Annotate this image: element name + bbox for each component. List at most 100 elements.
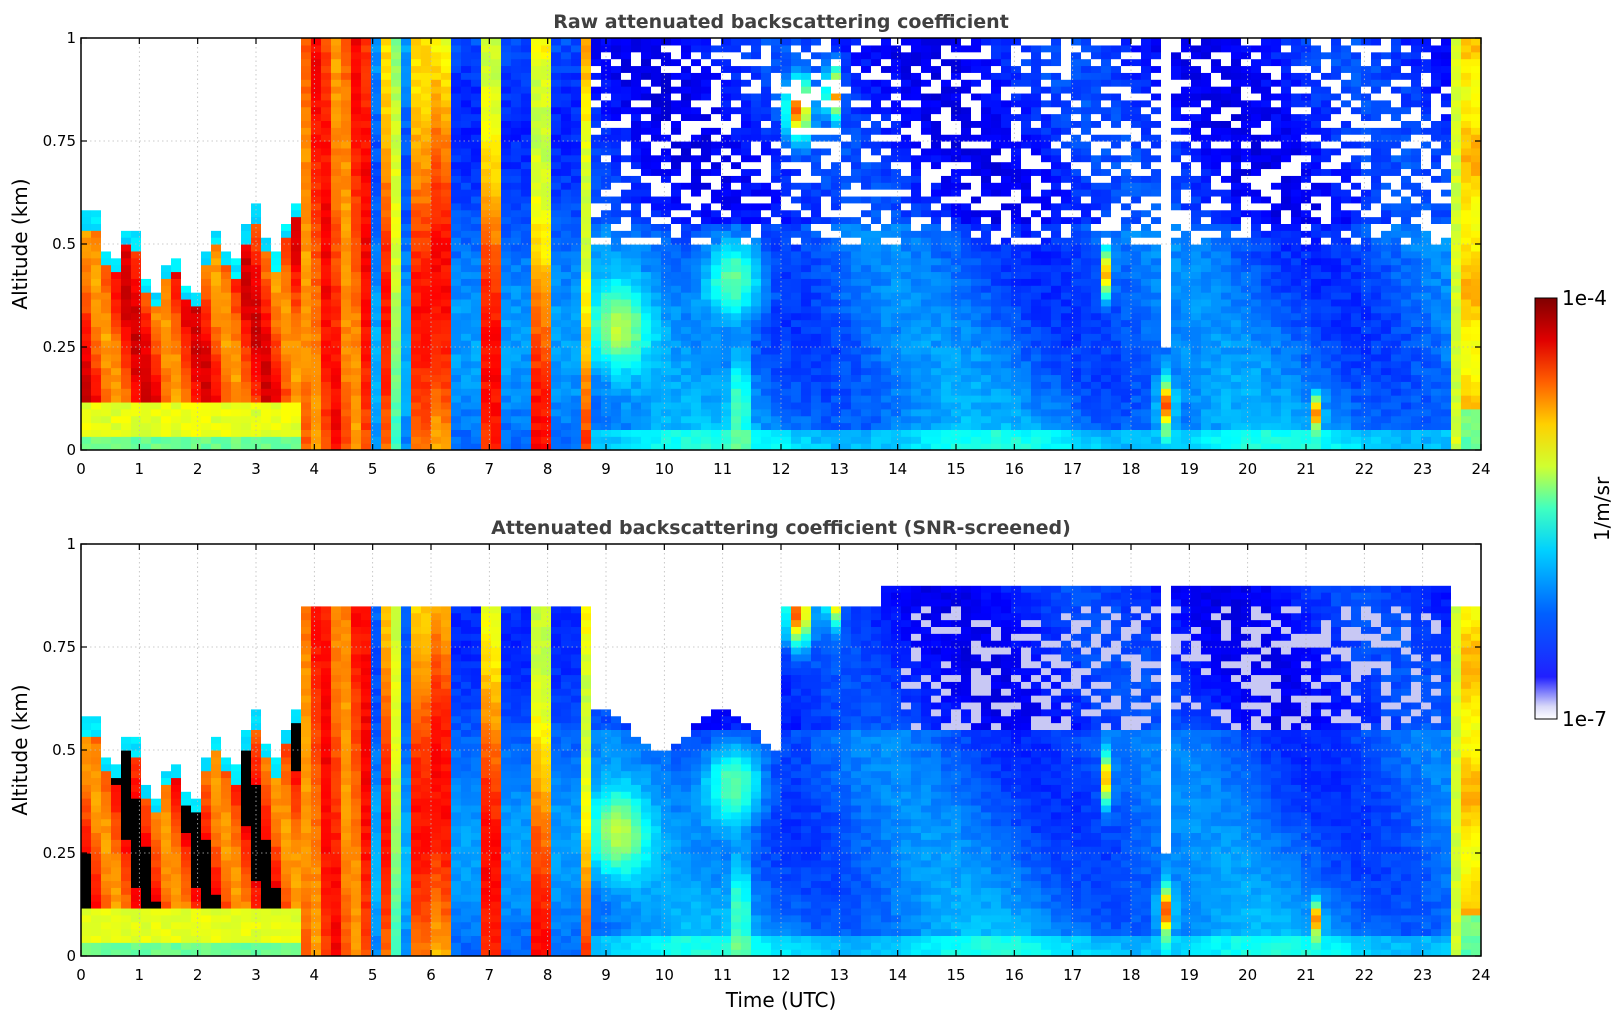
heatmap-cell [701, 182, 712, 190]
heatmap-cell [351, 436, 362, 444]
heatmap-cell [671, 422, 682, 430]
heatmap-cell [441, 86, 452, 94]
heatmap-cell [441, 353, 452, 362]
heatmap-cell [121, 161, 132, 170]
heatmap-cell [81, 195, 92, 204]
heatmap-cell [331, 92, 342, 101]
heatmap-cell [761, 175, 772, 183]
heatmap-cell [581, 154, 592, 163]
heatmap-cell [491, 58, 502, 67]
heatmap-cell [561, 120, 572, 128]
heatmap-cell [431, 250, 442, 259]
heatmap-cell [281, 79, 292, 87]
heatmap-cell [661, 120, 672, 128]
heatmap-cell [311, 92, 322, 101]
heatmap-cell [251, 340, 262, 348]
heatmap-cell [901, 422, 912, 430]
heatmap-cell [821, 326, 832, 334]
heatmap-cell [191, 168, 202, 176]
heatmap-cell [721, 79, 732, 87]
heatmap-cell [641, 340, 652, 348]
heatmap-cell [881, 79, 892, 87]
heatmap-cell [471, 278, 482, 286]
heatmap-cell [521, 319, 532, 327]
heatmap-cell [771, 202, 782, 211]
heatmap-cell [121, 44, 132, 53]
heatmap-cell [841, 168, 852, 176]
heatmap-cell [381, 99, 392, 108]
heatmap-cell [311, 106, 322, 115]
heatmap-cell [191, 58, 202, 67]
heatmap-cell [891, 415, 902, 424]
heatmap-cell [361, 422, 372, 430]
heatmap-cell [761, 58, 772, 67]
heatmap-cell [481, 216, 492, 224]
heatmap-cell [741, 285, 752, 293]
heatmap-cell [411, 230, 422, 238]
heatmap-cell [181, 333, 192, 341]
heatmap-cell [321, 381, 332, 389]
heatmap-cell [351, 106, 362, 115]
heatmap-cell [701, 312, 712, 321]
heatmap-cell [561, 292, 572, 300]
heatmap-cell [121, 65, 132, 73]
heatmap-cell [251, 141, 262, 149]
heatmap-cell [151, 271, 162, 279]
heatmap-cell [791, 388, 802, 396]
heatmap-cell [471, 154, 482, 163]
heatmap-cell [391, 120, 402, 128]
heatmap-cell [531, 257, 542, 266]
heatmap-cell [261, 168, 272, 176]
heatmap-cell [591, 374, 602, 382]
heatmap-cell [591, 278, 602, 286]
heatmap-cell [711, 278, 722, 286]
heatmap-cell [601, 347, 612, 355]
heatmap-cell [121, 99, 132, 108]
heatmap-cell [171, 65, 182, 73]
heatmap-cell [301, 305, 312, 314]
heatmap-cell [511, 113, 522, 121]
heatmap-cell [161, 92, 172, 101]
heatmap-cell [381, 134, 392, 142]
heatmap-cell [371, 436, 382, 444]
heatmap-cell [511, 58, 522, 67]
heatmap-cell [411, 99, 422, 108]
heatmap-cell [441, 422, 452, 430]
heatmap-cell [751, 147, 762, 156]
heatmap-cell [471, 292, 482, 300]
heatmap-cell [491, 134, 502, 142]
heatmap-cell [321, 154, 332, 163]
heatmap-cell [661, 367, 672, 376]
heatmap-cell [361, 127, 372, 135]
heatmap-cell [251, 195, 262, 204]
heatmap-cell [671, 305, 682, 314]
heatmap-cell [391, 436, 402, 444]
heatmap-cell [301, 257, 312, 266]
heatmap-cell [291, 58, 302, 67]
heatmap-cell [891, 113, 902, 121]
heatmap-cell [641, 230, 652, 238]
heatmap-cell [501, 401, 512, 410]
heatmap-cell [461, 38, 472, 46]
heatmap-cell [841, 182, 852, 190]
heatmap-cell [841, 298, 852, 307]
heatmap-cell [251, 182, 262, 190]
heatmap-cell [911, 353, 922, 362]
heatmap-cell [461, 347, 472, 355]
heatmap-cell [161, 113, 172, 121]
heatmap-cell [231, 415, 242, 424]
heatmap-cell [721, 292, 732, 300]
heatmap-cell [171, 443, 182, 450]
heatmap-cell [571, 237, 582, 245]
heatmap-cell [731, 65, 742, 73]
heatmap-cell [481, 182, 492, 190]
heatmap-cell [441, 51, 452, 60]
heatmap-cell [401, 99, 412, 108]
heatmap-cell [481, 395, 492, 403]
heatmap-cell [191, 86, 202, 94]
heatmap-cell [171, 422, 182, 430]
heatmap-cell [121, 264, 132, 273]
heatmap-cell [81, 415, 92, 424]
heatmap-cell [901, 360, 912, 369]
heatmap-cell [631, 168, 642, 176]
